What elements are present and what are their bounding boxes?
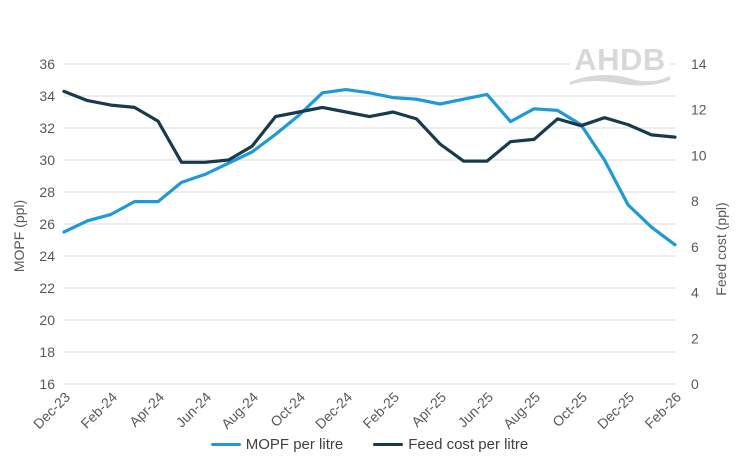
left-axis-tick-label: 32 — [39, 120, 55, 136]
right-axis-tick-label: 2 — [691, 330, 699, 346]
left-axis-tick-label: 30 — [39, 152, 55, 168]
x-axis-tick-label: Oct-24 — [267, 389, 308, 430]
right-axis-tick-label: 4 — [691, 285, 699, 301]
right-axis-tick-labels: 14 12 10 8 6 4 2 0 — [691, 56, 707, 392]
mopf-line-swatch-icon — [210, 442, 241, 447]
legend-label-mopf: MOPF per litre — [245, 436, 344, 453]
x-axis-tick-label: Feb-24 — [77, 389, 120, 432]
x-axis-tick-label: Apr-25 — [408, 389, 449, 430]
left-axis-tick-label: 28 — [39, 184, 55, 200]
left-axis-tick-labels: 36 34 32 30 28 26 24 22 20 18 16 — [39, 56, 55, 392]
legend-item-feed-cost: Feed cost per litre — [373, 436, 528, 453]
x-axis-tick-label: Dec-23 — [30, 389, 73, 432]
x-axis-tick-labels: Dec-23 Feb-24 Apr-24 Jun-24 Aug-24 Oct-24 Dec-… — [30, 389, 684, 432]
legend: MOPF per litre Feed cost per litre — [0, 436, 739, 453]
right-axis-tick-label: 12 — [691, 102, 707, 118]
legend-label-feed-cost: Feed cost per litre — [408, 436, 529, 453]
x-axis-tick-label: Oct-25 — [549, 389, 590, 430]
left-axis-title: MOPF (ppl) — [11, 199, 27, 273]
right-axis-title: Feed cost (ppl) — [713, 202, 729, 296]
left-axis-tick-label: 16 — [39, 376, 55, 392]
legend-item-mopf: MOPF per litre — [210, 436, 344, 453]
feed-cost-line-swatch-icon — [373, 442, 404, 447]
left-axis-tick-label: 22 — [39, 280, 55, 296]
right-axis-tick-label: 0 — [691, 376, 699, 392]
left-axis-tick-label: 36 — [39, 56, 55, 72]
x-axis-tick-label: Aug-24 — [218, 389, 261, 432]
ahdb-logo: AHDB — [570, 42, 670, 86]
x-axis-tick-label: Aug-25 — [500, 389, 543, 432]
x-axis-tick-label: Dec-25 — [594, 389, 637, 432]
right-axis-tick-label: 14 — [691, 56, 707, 72]
gridlines — [64, 63, 675, 385]
left-axis-tick-label: 18 — [39, 344, 55, 360]
feed-cost-line — [62, 89, 677, 164]
x-axis-tick-label: Jun-24 — [173, 389, 215, 431]
ahdb-logo-swoosh-icon — [570, 74, 670, 86]
left-axis-tick-label: 24 — [39, 248, 55, 264]
left-axis-tick-label: 20 — [39, 312, 55, 328]
left-axis-tick-label: 34 — [39, 88, 55, 104]
mopf-line — [62, 87, 677, 247]
x-axis-tick-label: Jun-25 — [455, 389, 497, 431]
right-axis-tick-label: 6 — [691, 239, 699, 255]
right-axis-tick-label: 10 — [691, 147, 707, 163]
x-axis-tick-label: Apr-24 — [126, 389, 167, 430]
x-axis-tick-label: Dec-24 — [312, 389, 355, 432]
x-axis-tick-label: Feb-25 — [359, 389, 402, 432]
left-axis-tick-label: 26 — [39, 216, 55, 232]
ahdb-logo-text: AHDB — [574, 42, 666, 77]
right-axis-tick-label: 8 — [691, 193, 699, 209]
x-axis-tick-label: Feb-26 — [641, 389, 684, 432]
